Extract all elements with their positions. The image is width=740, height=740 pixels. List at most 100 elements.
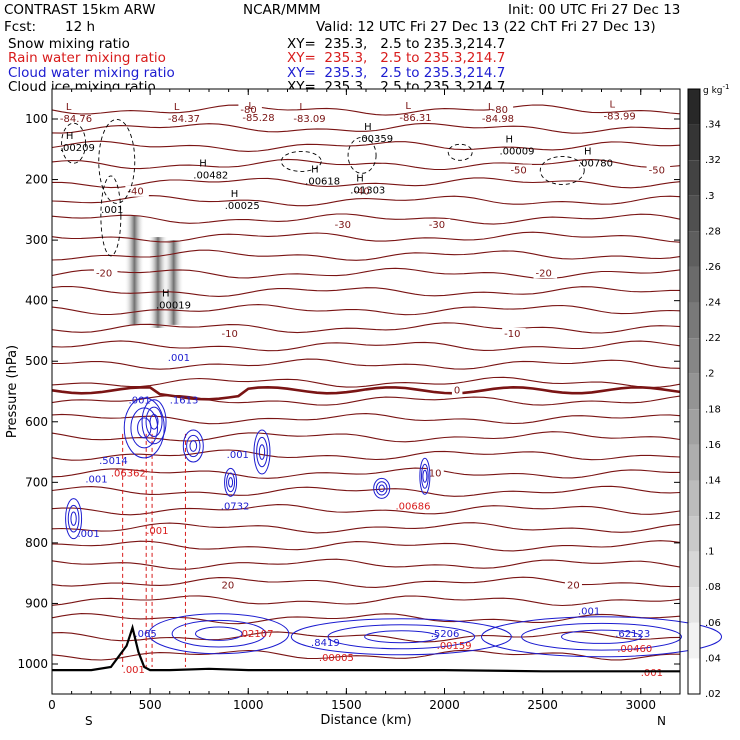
theta-contour	[51, 504, 681, 516]
zero-degree-contour	[51, 385, 681, 401]
y-tick-label: 400	[25, 294, 48, 308]
theta-contour	[51, 467, 680, 479]
theta-contour	[51, 485, 681, 497]
colorbar-label: .28	[705, 226, 721, 237]
theta-contour	[51, 340, 681, 352]
x-tick-label: 2500	[527, 698, 558, 712]
cloud-water-contour	[228, 477, 234, 488]
rain-label: .001	[641, 668, 663, 679]
cloud-water-label: .001	[78, 529, 100, 540]
theta-contour	[51, 285, 680, 297]
cloud-water-contour	[561, 629, 642, 644]
cloud-water-contour	[137, 417, 152, 439]
theta-contour	[51, 394, 681, 406]
snow-high-value: .00209	[60, 143, 95, 154]
x-tick-label: 1000	[233, 698, 264, 712]
contour-label-bg	[564, 579, 582, 591]
field-cloud-water-xy: XY= 235.3, 2.5 to 235.3,214.7	[287, 65, 506, 81]
temperature-contour-label: -50	[510, 165, 526, 176]
contour-label-bg	[219, 327, 244, 339]
rain-label: .02107	[238, 629, 273, 640]
cloud-water-label: .001	[129, 396, 151, 407]
snow-column	[124, 215, 145, 325]
right-endpoint-label: N	[657, 714, 666, 728]
theta-contour	[51, 558, 681, 570]
temperature-contour-label: -80	[492, 105, 508, 116]
cloud-water-label: .001	[168, 353, 190, 364]
cloud-water-contour	[224, 467, 238, 497]
rain-label: .00460	[617, 644, 652, 655]
cloud-water-contour	[70, 511, 77, 526]
low-center-marker: L	[174, 102, 180, 113]
cloud-water-label: .5206	[431, 629, 460, 640]
x-axis-label: Distance (km)	[320, 713, 411, 728]
forecast-label: Fcst:	[4, 19, 37, 35]
cloud-water-label: .001	[85, 474, 107, 485]
low-center-value: -85.28	[242, 113, 274, 124]
cloud-water-contour	[226, 472, 236, 493]
cloud-water-contour	[378, 484, 385, 493]
colorbar-cell	[688, 266, 700, 303]
ice-contour	[100, 175, 122, 257]
cloud-water-label: .62123	[615, 629, 650, 640]
y-tick-label: 1000	[17, 657, 48, 671]
ice-contour	[61, 122, 87, 164]
theta-contour	[51, 104, 681, 116]
axes: 0 500 1000 1500 2000 2500 30001002003004005006…	[5, 88, 681, 728]
colorbar-label: .08	[705, 582, 721, 593]
cloud-water-contour	[194, 626, 243, 641]
theta-contour	[51, 231, 681, 243]
low-center-marker: L	[405, 101, 411, 112]
snow-contour-label: .001	[101, 205, 123, 216]
theta-contour	[51, 522, 681, 534]
theta-contour	[51, 322, 681, 334]
cloud-water-contour	[258, 444, 266, 460]
rain-label: .001	[146, 526, 168, 537]
colorbar-label: .22	[705, 333, 721, 344]
low-center-value: -84.37	[168, 114, 200, 125]
snow-high-marker: H	[356, 174, 364, 185]
ice-contour	[98, 118, 136, 204]
snow-high-value: .01303	[350, 186, 385, 197]
colorbar-cell	[688, 444, 700, 481]
cloud-water-contour	[373, 477, 391, 499]
colorbar-cell	[688, 195, 700, 232]
contour-label-bg	[508, 164, 532, 176]
temperature-contour-label: -40	[353, 187, 369, 198]
low-center-value: -84.98	[482, 114, 514, 125]
rain-label: .00159	[437, 641, 472, 652]
init-time: Init: 00 UTC Fri 27 Dec 13	[508, 2, 681, 18]
theta-contour	[51, 249, 681, 261]
contour-label-bg	[93, 267, 118, 279]
cloud-water-contour	[421, 463, 429, 489]
rain-label: .00005	[319, 653, 354, 664]
colorbar-label: .16	[705, 440, 721, 451]
agency-label: NCAR/MMM	[243, 2, 321, 18]
x-tick-label: 500	[139, 698, 162, 712]
x-tick-label: 1500	[331, 698, 362, 712]
snow-high-value: .00482	[193, 170, 228, 181]
contour-label-bg	[125, 185, 149, 197]
cloud-water-contour	[422, 469, 428, 483]
low-center-value: -84.76	[60, 114, 92, 125]
cloud-water-contour	[123, 397, 165, 459]
contour-label-bg	[451, 384, 463, 396]
y-tick-label: 700	[25, 475, 48, 489]
ice-contour	[539, 156, 585, 185]
snow-column	[163, 240, 184, 325]
rain-label: .001	[123, 665, 145, 676]
cloud-water-contour	[67, 504, 80, 533]
y-tick-label: 500	[25, 354, 48, 368]
chart-marks: -80 -80 -50 -50 -40 -40 -30 -30 -20 -20 -10 -10 0 10 2…	[52, 100, 722, 679]
snow-high-value: .00618	[305, 177, 340, 188]
field-snow-name: Snow mixing ratio	[8, 36, 130, 52]
theta-contour	[51, 431, 681, 443]
theta-contour	[51, 213, 681, 225]
snow-high-value: .00009	[499, 146, 534, 157]
cloud-water-contour	[149, 413, 159, 430]
contour-label-bg	[351, 185, 375, 197]
snow-high-value: .00025	[225, 201, 260, 212]
colorbar-label: .06	[705, 618, 721, 629]
model-title: CONTRAST 15km ARW	[4, 2, 156, 18]
theta-contour	[51, 158, 681, 171]
